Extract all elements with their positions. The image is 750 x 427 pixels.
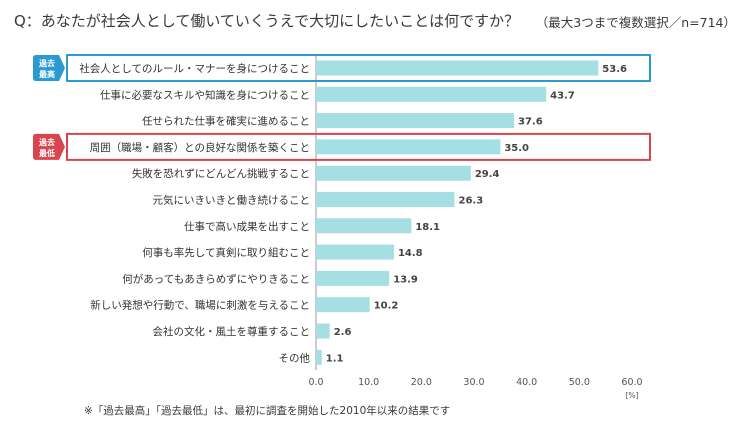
bar [316,349,322,365]
bar [316,270,390,286]
category-label: 仕事で高い成果を出すこと [184,220,310,233]
category-label: 何事も率先して真剣に取り組むこと [142,246,310,259]
category-label: 新しい発想や行動で、職場に刺激を与えること [90,299,310,312]
low-highlight-box [66,132,651,161]
chart-subtitle: （最大3つまで複数選択／n=714） [535,15,736,30]
high-badge-label-line1: 過去 [38,58,55,68]
data-label: 2.6 [334,327,352,338]
bar [316,165,471,181]
data-label: 13.9 [393,274,418,285]
bar [316,192,455,207]
category-label: 社会人としてのルール・マナーを身につけること [79,62,310,75]
bar [316,113,515,129]
data-label: 10.2 [374,301,399,312]
x-tick-label: 30.0 [463,377,484,388]
data-label: 35.0 [504,143,529,154]
category-label: 失敗を恐れずにどんどん挑戦すること [132,167,310,180]
category-label: 周囲（職場・顧客）との良好な関係を築くこと [90,141,310,154]
bar [316,297,370,313]
data-label: 43.7 [550,90,575,101]
bar [316,86,547,102]
data-label: 29.4 [475,169,500,180]
category-label: その他 [279,351,311,364]
data-label: 1.1 [326,353,344,364]
x-tick-label: 40.0 [516,377,537,388]
high-badge [33,55,65,81]
high-highlight-box [66,54,651,82]
bar [316,60,599,76]
x-tick-label: 0.0 [308,377,323,388]
low-badge-label-line2: 最低 [39,148,55,158]
x-tick-label: 20.0 [411,377,432,388]
high-badge-label-line2: 最高 [39,69,55,79]
data-label: 14.8 [398,248,423,259]
chart-title: Q：あなたが社会人として働いていくうえで大切にしたいことは何ですか？ [14,12,520,30]
category-label: 元気にいきいきと働き続けること [153,194,311,207]
low-badge-label-line1: 過去 [38,137,55,147]
x-tick-label: 10.0 [358,377,379,388]
data-label: 53.6 [602,64,627,75]
x-axis-unit: [%] [626,391,639,400]
bar [316,139,501,155]
category-label: 会社の文化・風土を尊重すること [153,325,311,338]
data-label: 18.1 [415,222,440,233]
bar [316,323,330,339]
category-label: 任せられた仕事を確実に進めること [142,115,310,128]
x-tick-label: 50.0 [569,377,590,388]
bar [316,244,394,260]
bar [316,218,412,234]
footnote: ※「過去最高」「過去最低」は、最初に調査を開始した2010年以来の結果です [84,405,451,417]
category-label: 何があってもあきらめずにやりきること [122,272,310,285]
data-label: 37.6 [518,117,543,128]
low-badge [33,133,65,160]
data-label: 26.3 [459,196,484,207]
x-tick-label: 60.0 [621,377,642,388]
category-label: 仕事に必要なスキルや知識を身につけること [100,88,310,101]
